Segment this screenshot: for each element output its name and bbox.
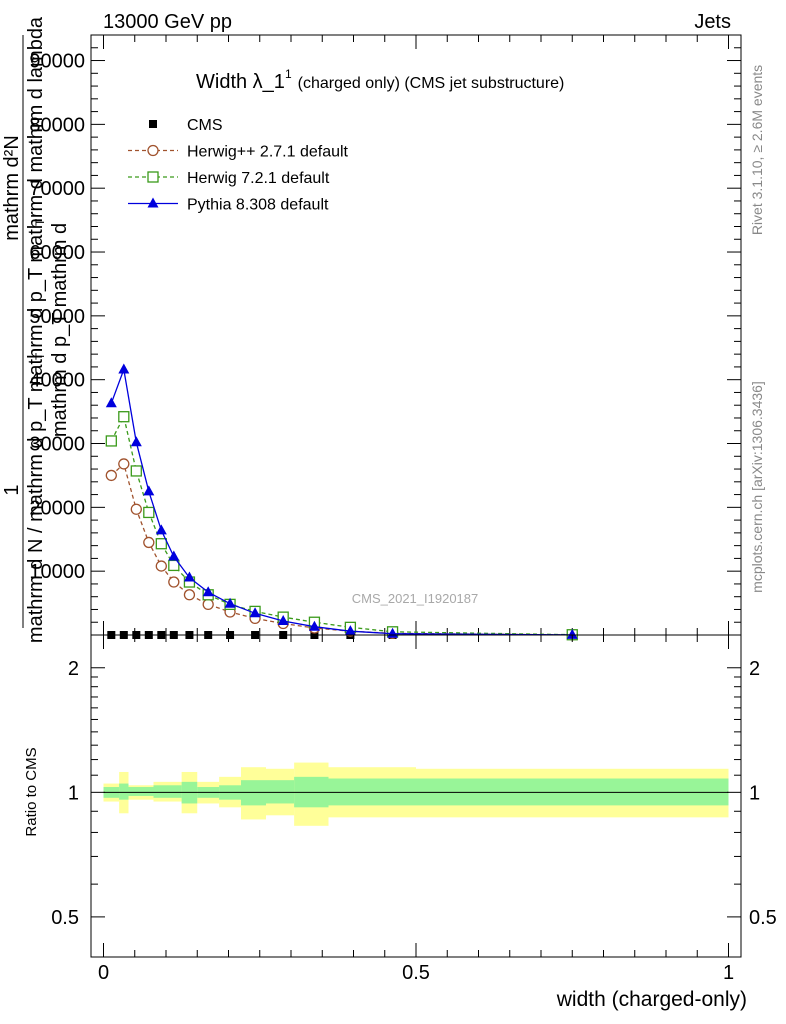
ratio-y-tick-label: 0.5 [51, 907, 79, 929]
data-point-circle-open [105, 469, 117, 482]
energy-label: 13000 GeV pp [103, 11, 232, 33]
data-point-triangle-filled [130, 436, 142, 447]
data-point-triangle-filled [183, 571, 195, 582]
ratio-axis-ticks: 0.5 0.5 1 1 2 2 0 0.5 1 [51, 635, 777, 984]
ratio-y-tick-label: 1 [68, 782, 79, 804]
series-line-2 [110, 414, 573, 636]
main-series-group [105, 363, 578, 641]
ratio-y-tick-label-right: 0.5 [749, 907, 777, 929]
data-point-triangle-filled [277, 614, 289, 625]
data-point-square-open [143, 506, 155, 519]
ratio-y-label: Ratio to CMS [23, 747, 40, 836]
ratio-stat-band [119, 783, 129, 800]
legend-label: CMS [187, 117, 223, 134]
process-label: Jets [694, 11, 731, 33]
data-point-circle-open [183, 589, 196, 601]
y-label-frac-one: 1 [1, 484, 23, 495]
legend-label: Herwig++ 2.7.1 default [187, 144, 349, 161]
y-tick-label: 50000 [29, 306, 85, 328]
data-point-square-open [155, 538, 167, 550]
legend-label: Herwig 7.2.1 default [187, 170, 330, 187]
data-point-circle-open [143, 536, 155, 549]
y-label-denom: mathrm d p_T mathrm d [49, 223, 71, 437]
data-point-triangle-filled [202, 586, 214, 597]
data-point-triangle-filled [308, 620, 320, 631]
rivet-info: Rivet 3.1.10, ≥ 2.6M events [749, 65, 765, 235]
legend-marker-triangle-filled [147, 197, 159, 208]
chart-title: Width λ_11 (charged only) (CMS jet substr… [196, 67, 564, 93]
data-point-triangle-filled [168, 550, 180, 561]
data-point-circle-open [168, 576, 180, 588]
legend: CMS Herwig++ 2.7.1 default Herwig 7.2.1 de… [128, 117, 349, 214]
chart-title-rest: (charged only) (CMS jet substructure) [298, 75, 565, 92]
legend-marker-square-open [147, 171, 159, 183]
ratio-y-tick-label: 2 [68, 658, 79, 680]
y-tick-label: 30000 [29, 434, 85, 456]
data-point-circle-open [130, 503, 142, 515]
y-tick-label: 40000 [29, 370, 85, 392]
x-tick-label: 1 [723, 962, 734, 984]
y-tick-label: 80000 [29, 114, 85, 136]
y-tick-label: 10000 [29, 561, 85, 583]
y-tick-label: 60000 [29, 242, 85, 264]
y-label-sub-b: T [33, 352, 47, 360]
y-tick-label: 70000 [29, 178, 85, 200]
data-point-circle-open [118, 458, 130, 470]
x-axis-label: width (charged-only) [556, 988, 747, 1011]
ratio-y-tick-label-right: 2 [749, 658, 760, 680]
legend-marker-square-filled [149, 120, 157, 128]
data-point-triangle-filled [566, 628, 578, 639]
y-label-numer: mathrm d²N [1, 135, 23, 241]
data-point-circle-open [202, 598, 214, 611]
x-tick-label: 0 [98, 962, 109, 984]
data-point-circle-open [155, 560, 167, 572]
ratio-stat-band [153, 785, 182, 798]
ratio-stat-band [266, 780, 295, 804]
ratio-bands [103, 762, 729, 826]
x-tick-label: 0.5 [402, 962, 430, 984]
data-point-square-open [118, 411, 130, 423]
data-point-triangle-filled [105, 397, 117, 408]
data-point-triangle-filled [155, 524, 167, 535]
y-label-line: mathrm d N / mathrm d p_T mathrm d p_T m… [25, 16, 47, 643]
data-point-square-open [105, 435, 117, 447]
legend-marker-circle-open [147, 144, 159, 157]
series-line-3 [110, 367, 573, 636]
y-tick-label: 90000 [29, 51, 85, 73]
data-point-triangle-filled [224, 597, 236, 608]
chart-title-sup: 1 [285, 67, 292, 81]
analysis-watermark: CMS_2021_I1920187 [352, 591, 479, 606]
y-label-sub-a: T [33, 218, 47, 226]
series-line-1 [110, 462, 573, 636]
data-point-square-open [130, 465, 142, 477]
data-point-triangle-filled [249, 607, 261, 618]
data-point-triangle-filled [118, 363, 130, 374]
chart-title-main: Width λ_1 [196, 71, 285, 93]
main-axis-ticks: 10000 20000 30000 40000 50000 60000 70000 80000… [29, 35, 741, 635]
legend-label: Pythia 8.308 default [187, 197, 329, 214]
data-point-triangle-filled [143, 485, 155, 496]
mcplots-info: mcplots.cern.ch [arXiv:1306.3436] [749, 381, 765, 593]
main-y-label: 1 mathrm d N / mathrm d p_T mathrm d p_T… [1, 16, 71, 643]
ratio-stat-band [128, 787, 154, 796]
ratio-y-tick-label-right: 1 [749, 782, 760, 804]
y-tick-label: 20000 [29, 497, 85, 519]
data-point-triangle-filled [344, 625, 356, 636]
